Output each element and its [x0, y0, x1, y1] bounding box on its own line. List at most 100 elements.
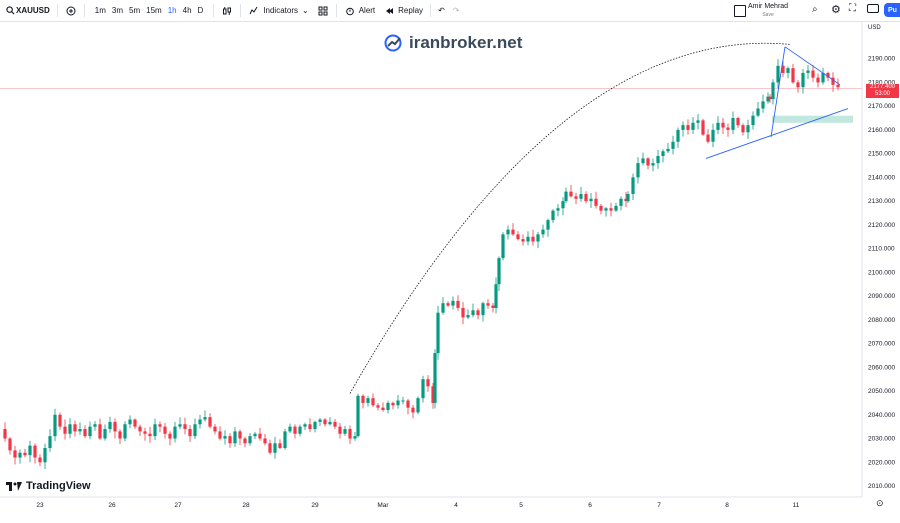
candle-body — [466, 315, 470, 318]
candles-icon — [221, 5, 233, 17]
grid-icon — [317, 5, 329, 17]
candle-body — [113, 421, 117, 432]
candle-body — [771, 82, 775, 100]
timeframe-1m[interactable]: 1m — [94, 6, 106, 15]
candle-body — [756, 108, 760, 116]
iranbroker-logo-icon — [384, 34, 402, 52]
candle-body — [353, 436, 357, 439]
undo-button[interactable]: ↶ — [434, 0, 449, 21]
layout-square-icon[interactable] — [734, 5, 746, 17]
candle-body — [381, 407, 385, 411]
candle-body — [143, 431, 147, 434]
candle-body — [28, 445, 32, 456]
candle-body — [343, 429, 347, 434]
search-icon — [4, 5, 16, 17]
candle-body — [421, 379, 425, 399]
timeframe-15m[interactable]: 15m — [146, 6, 162, 15]
candle-body — [356, 395, 360, 437]
candle-body — [614, 205, 618, 211]
quick-search-icon[interactable]: ⌕ — [812, 4, 818, 15]
alert-label: Alert — [358, 6, 376, 15]
timeframe-4h[interactable]: 4h — [182, 6, 192, 15]
indicators-button[interactable]: Indicators ⌄ — [244, 0, 312, 21]
candle-body — [263, 438, 267, 444]
divider — [56, 4, 58, 17]
symbol-search[interactable]: XAUUSD — [0, 0, 54, 21]
candle-body — [564, 191, 568, 202]
lower-trendline[interactable] — [705, 108, 849, 159]
candle-body — [158, 424, 162, 427]
x-tick-label: Mar — [377, 502, 389, 509]
candle-body — [58, 414, 62, 427]
replay-button[interactable]: Replay — [379, 0, 427, 21]
candle-body — [103, 429, 107, 439]
candle-body — [333, 421, 337, 427]
y-tick-label: 2120.000 — [868, 222, 895, 229]
timeframe-1h[interactable]: 1h — [167, 6, 177, 15]
timeframe-3m[interactable]: 3m — [111, 6, 124, 15]
candle-body — [78, 429, 82, 432]
candle-body — [133, 419, 137, 427]
support-zone[interactable] — [772, 115, 853, 123]
candle-body — [451, 300, 455, 306]
candle-body — [476, 310, 480, 316]
candle-body — [651, 163, 655, 166]
candle-body — [8, 438, 12, 451]
y-tick-label: 2190.000 — [868, 56, 895, 63]
x-tick-label: 5 — [519, 502, 523, 509]
settings-icon[interactable]: ⚙ — [831, 4, 841, 16]
user-account[interactable]: Amir Mehrad Save — [748, 3, 788, 19]
timeframe-5m[interactable]: 5m — [129, 6, 141, 15]
user-name: Amir Mehrad — [748, 3, 789, 10]
candle-body — [391, 402, 395, 406]
candle-body — [288, 426, 292, 432]
candle-body — [741, 125, 745, 133]
candle-body — [203, 417, 207, 420]
candle-body — [278, 443, 282, 449]
price-chart[interactable]: 2010.000 2020.000 2030.000 2040.000 2050.000… — [0, 21, 900, 518]
candle-body — [569, 191, 573, 197]
layouts-button[interactable] — [313, 0, 333, 21]
x-tick-label: 6 — [588, 502, 592, 509]
redo-button[interactable]: ↷ — [449, 0, 464, 21]
chevron-down-icon: ⌄ — [302, 6, 309, 15]
divider — [213, 4, 215, 17]
candle-body — [218, 431, 222, 439]
candle-body — [624, 198, 628, 202]
chart-area[interactable]: 2010.000 2020.000 2030.000 2040.000 2050.000… — [0, 21, 900, 518]
timeframe-D[interactable]: D — [197, 6, 204, 15]
compare-button[interactable] — [61, 0, 81, 21]
candle-body — [461, 307, 465, 318]
current-price: 2177.400 — [869, 84, 896, 90]
candle-body — [48, 436, 52, 449]
candle-body — [348, 429, 352, 439]
candle-body — [746, 125, 750, 133]
candle-body — [273, 443, 277, 453]
x-tick-label: 27 — [174, 502, 182, 509]
publish-button[interactable]: Pu — [884, 3, 900, 17]
candle-body — [501, 234, 505, 259]
candle-body — [497, 258, 501, 285]
alert-button[interactable]: Alert — [340, 0, 379, 21]
fullscreen-icon[interactable]: ⛶ — [849, 3, 856, 14]
divider — [430, 4, 432, 17]
candle-body — [836, 84, 840, 88]
indicators-icon — [248, 5, 260, 17]
candle-body — [731, 118, 735, 130]
tradingview-logo: TradingView — [6, 480, 91, 492]
candle-body — [83, 429, 87, 437]
candle-body — [609, 208, 613, 211]
dotted-arc[interactable] — [349, 42, 791, 394]
y-tick-label: 2100.000 — [868, 269, 895, 276]
triangle-edge[interactable] — [770, 46, 786, 138]
y-tick-label: 2150.000 — [868, 151, 895, 158]
candle-body — [561, 201, 565, 209]
upper-trendline[interactable] — [784, 46, 841, 86]
candle-body — [366, 398, 370, 403]
candle-body — [766, 96, 770, 102]
alarm-clock-icon — [344, 5, 356, 17]
goto-realtime-icon[interactable]: ⊙ — [876, 498, 884, 508]
chart-type-button[interactable] — [217, 0, 237, 21]
timeframe-group: 1m 3m 5m 15m 1h 4h D — [88, 0, 211, 21]
camera-icon[interactable] — [867, 4, 879, 13]
